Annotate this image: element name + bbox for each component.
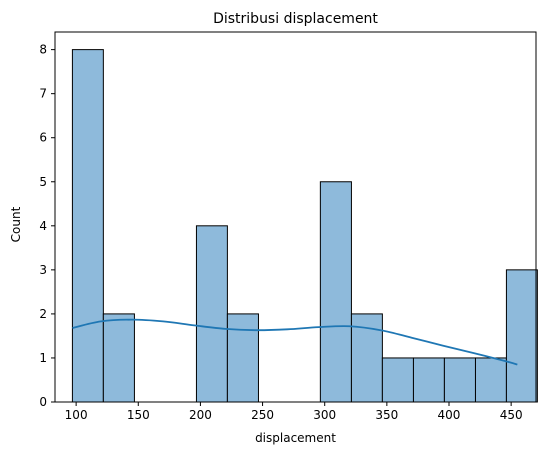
histogram-bar: [412, 357, 445, 403]
kde-line: [72, 318, 518, 366]
x-tick-label: 100: [65, 408, 88, 422]
histogram-bar: [195, 225, 228, 403]
y-axis-label: Count: [9, 206, 23, 242]
chart-title: Distribusi displacement: [213, 11, 378, 27]
x-tick-label: 400: [438, 408, 461, 422]
axes-frame: [54, 31, 537, 403]
x-tick-label: 250: [251, 408, 274, 422]
x-tick-label: 150: [127, 408, 150, 422]
histogram-bar: [226, 313, 259, 403]
y-tick-label: 5: [39, 175, 47, 189]
y-tick-label: 3: [39, 263, 47, 277]
histogram-bar: [102, 313, 135, 403]
ticks-layer: 100 150 200 250 300 350 400 450 0 1 2 3 4 5 6 7 8: [39, 43, 522, 422]
kde-layer: [72, 318, 518, 366]
x-tick-label: 300: [313, 408, 336, 422]
histogram-bar: [474, 357, 507, 403]
axes-layer: [54, 31, 537, 403]
y-tick-label: 7: [39, 87, 47, 101]
histogram-bar: [381, 357, 414, 403]
x-tick-label: 200: [189, 408, 212, 422]
y-tick-label: 0: [39, 395, 47, 409]
y-tick-label: 2: [39, 307, 47, 321]
histogram-bar: [505, 269, 538, 403]
x-tick-label: 350: [375, 408, 398, 422]
histogram-bar: [71, 49, 104, 403]
y-tick-label: 4: [39, 219, 47, 233]
histogram-bar: [443, 357, 476, 403]
bars-layer: [71, 49, 538, 403]
y-tick-label: 8: [39, 43, 47, 57]
histogram-bar: [319, 181, 352, 403]
x-axis-label: displacement: [255, 431, 336, 445]
y-tick-label: 6: [39, 131, 47, 145]
y-tick-label: 1: [39, 351, 47, 365]
x-tick-label: 450: [500, 408, 523, 422]
